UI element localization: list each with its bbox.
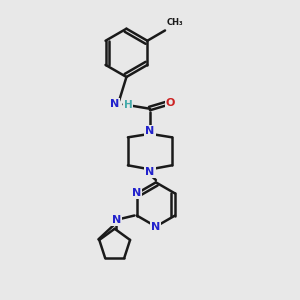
Text: H: H (124, 100, 132, 110)
Text: N: N (112, 215, 121, 225)
Text: O: O (166, 98, 175, 109)
Text: N: N (110, 99, 119, 110)
Text: CH₃: CH₃ (167, 18, 183, 27)
Text: N: N (146, 126, 154, 136)
Text: N: N (146, 167, 154, 177)
Text: N: N (132, 188, 141, 198)
Text: N: N (151, 222, 160, 232)
